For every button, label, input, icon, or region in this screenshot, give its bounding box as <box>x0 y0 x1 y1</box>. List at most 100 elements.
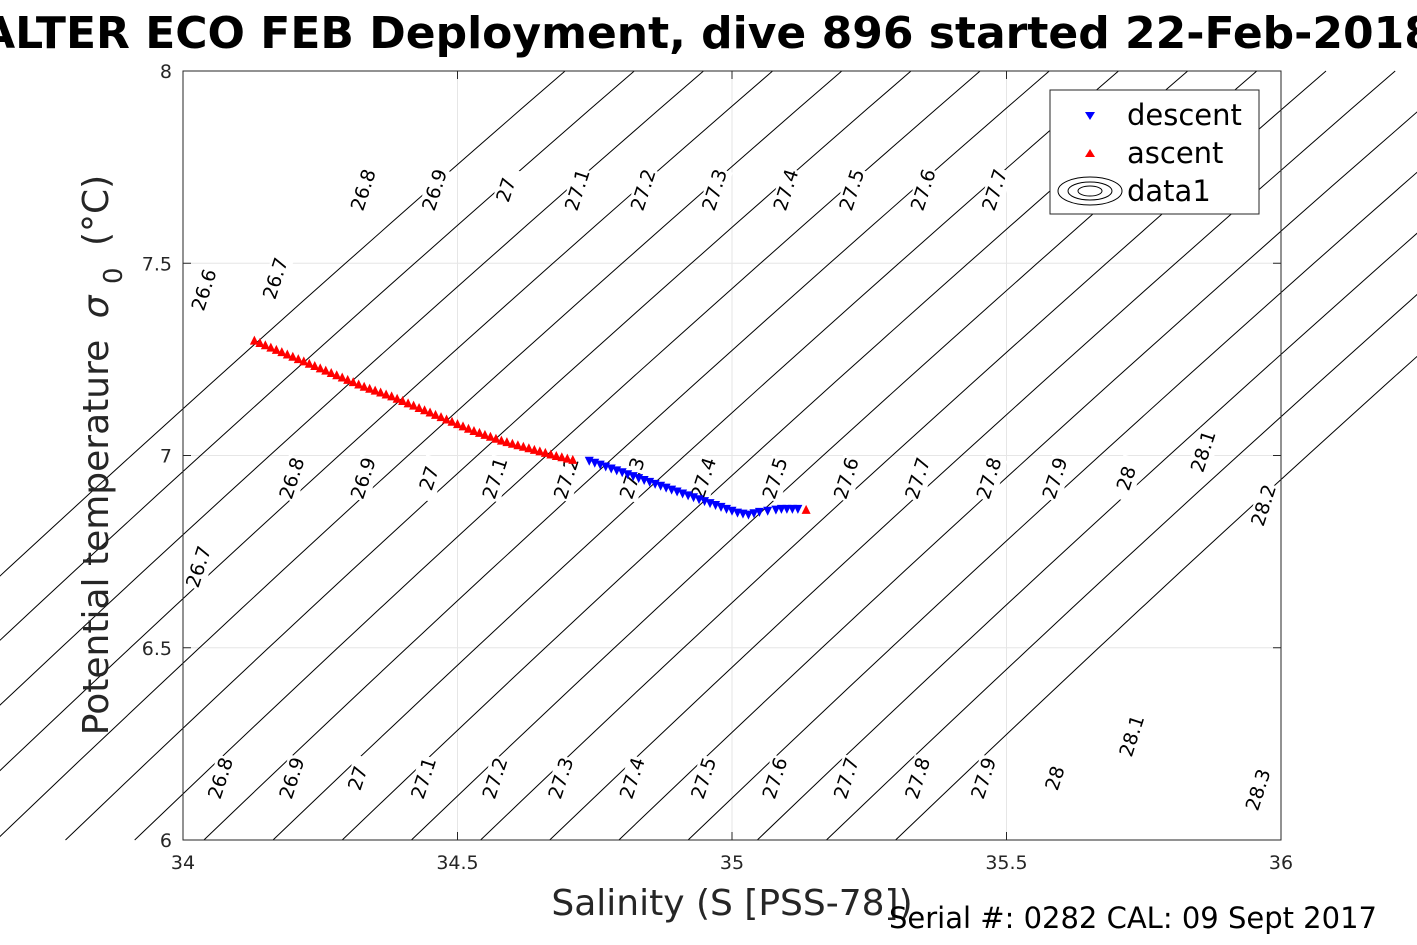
ascent-marker <box>381 389 391 399</box>
contour-label-mask <box>187 265 223 315</box>
ascent-marker <box>315 363 325 373</box>
x-axis-label: Salinity (S [PSS-78]) <box>551 883 912 924</box>
ascent-marker <box>458 421 468 431</box>
y-axis-label-text: Potential temperature <box>76 340 117 735</box>
ascent-marker <box>321 365 331 375</box>
contour-label-mask <box>1247 481 1282 530</box>
contour-label-mask <box>769 165 805 215</box>
ascent-marker <box>387 391 397 401</box>
y-tick-label: 8 <box>160 61 172 83</box>
ascent-marker <box>463 423 473 433</box>
ascent-marker <box>442 414 452 424</box>
ascent-marker <box>425 407 435 417</box>
ascent-marker <box>562 453 572 463</box>
ascent-marker <box>255 337 265 347</box>
ascent-marker <box>354 379 364 389</box>
ascent-marker <box>502 437 512 447</box>
contour-label-mask <box>1241 765 1277 815</box>
ascent-marker <box>453 419 462 429</box>
ascent-marker <box>359 381 369 391</box>
contour-label-mask <box>967 754 1002 803</box>
legend-ascent-label: ascent <box>1127 136 1223 170</box>
legend: descent ascent data1 <box>1049 89 1260 215</box>
ascent-marker <box>249 335 259 345</box>
ascent-marker <box>518 441 528 451</box>
ascent-marker <box>535 446 545 456</box>
contour-label-mask <box>830 754 865 803</box>
contour-label-mask <box>412 454 448 503</box>
descent-marker <box>771 505 781 515</box>
x-tick-label: 35 <box>720 852 744 874</box>
ascent-marker <box>392 393 402 403</box>
ascent-marker <box>540 447 550 457</box>
y-tick-label: 6.5 <box>142 638 172 660</box>
data-points <box>249 335 811 520</box>
x-tick-label: 34.5 <box>436 852 478 874</box>
contour-labels: 26.6 26.726.8 26.9 27 27.1 27.2 27.3 27.4 27.5 27… <box>182 165 1282 815</box>
ascent-marker <box>403 398 413 408</box>
ascent-marker <box>277 347 287 357</box>
axis-ticks: 34 34.5 35 35.5 36 6 6.5 7 7.5 8 <box>142 61 1293 874</box>
ascent-marker <box>310 361 320 371</box>
legend-descent-label: descent <box>1127 98 1242 132</box>
contour-label-mask <box>561 165 596 215</box>
contour-label-mask <box>698 165 733 215</box>
y-axis-label: Potential temperature σ 0 (°C) <box>76 175 131 735</box>
descent-marker <box>793 504 803 514</box>
isopycnal-line <box>756 232 1417 841</box>
isopycnal-line <box>0 70 704 706</box>
isopycnal-line <box>0 70 843 838</box>
contour-label-mask <box>615 754 651 803</box>
contour-label-mask <box>901 754 936 803</box>
x-tick-label: 36 <box>1269 852 1293 874</box>
isopycnal-line <box>65 70 912 841</box>
contour-label-mask <box>346 454 382 503</box>
contour-label-mask <box>550 454 585 503</box>
isopycnal-line <box>0 70 635 641</box>
contour-label-mask <box>906 165 942 215</box>
ascent-marker <box>491 433 501 443</box>
descent-marker <box>754 507 764 517</box>
ascent-marker <box>370 385 380 395</box>
ascent-marker <box>409 400 419 410</box>
contour-label-mask <box>687 454 722 503</box>
contour-label-mask <box>758 754 794 803</box>
contour-label-mask <box>1110 454 1145 503</box>
serial-footer: Serial #: 0282 CAL: 09 Sept 2017 <box>889 901 1377 935</box>
ascent-marker <box>266 342 276 352</box>
contour-label-mask <box>758 454 794 503</box>
ascent-marker <box>343 374 353 384</box>
ascent-marker <box>513 440 523 450</box>
ascent-marker <box>365 383 375 393</box>
contour-label-mask <box>418 165 453 215</box>
ascent-marker <box>288 351 298 361</box>
contour-label-mask <box>544 754 580 803</box>
descent-marker <box>763 506 773 516</box>
x-tick-label: 34 <box>171 852 195 874</box>
ascent-marker <box>529 444 539 454</box>
ascent-marker <box>507 438 517 448</box>
ascent-marker <box>485 431 495 441</box>
isopycnal-line <box>895 355 1417 841</box>
ascent-marker <box>480 429 490 439</box>
y-axis-label-unit: (°C) <box>76 175 117 246</box>
isopycnal-line <box>0 70 566 577</box>
ascent-marker <box>431 409 441 419</box>
ascent-marker <box>474 427 484 437</box>
contour-label-mask <box>341 754 376 803</box>
ascent-marker <box>447 416 457 426</box>
ascent-marker <box>496 435 506 445</box>
isopycnal-line <box>687 171 1417 841</box>
contour-label-mask <box>346 165 382 215</box>
contour-label-mask <box>972 454 1008 503</box>
y-tick-label: 7 <box>160 446 172 468</box>
y-tick-label: 7.5 <box>142 253 172 275</box>
isopycnal-line <box>203 70 1050 841</box>
y-axis-label-sigma: σ <box>76 294 117 318</box>
x-tick-label: 35.5 <box>985 852 1027 874</box>
ascent-marker <box>271 344 281 354</box>
contour-label-mask <box>687 754 722 803</box>
contour-label-mask <box>1186 427 1222 476</box>
ascent-marker <box>299 356 309 366</box>
